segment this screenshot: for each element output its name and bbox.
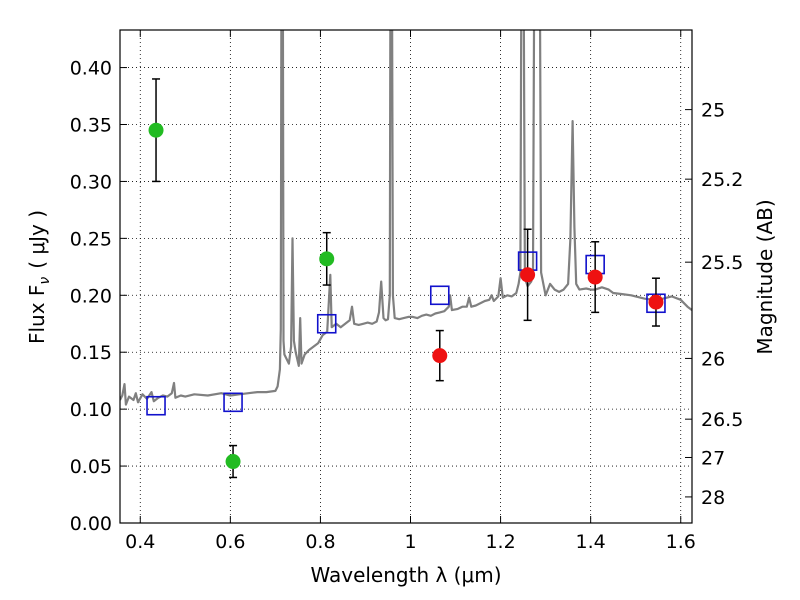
blue-square-point — [316, 313, 337, 334]
right-tick-label: 27 — [701, 447, 725, 469]
y-axis-label-unit: ( μJy ) — [25, 210, 49, 269]
red-point — [587, 269, 603, 285]
right-tick-label: 25 — [701, 100, 725, 122]
x-tick-label: 1.4 — [576, 531, 606, 553]
green-point — [148, 122, 164, 138]
right-tick-label: 25.5 — [701, 252, 743, 274]
blue-square-point — [146, 395, 166, 416]
blue-square-point — [429, 285, 450, 306]
x-axis-label: Wavelength λ (μm) — [310, 563, 501, 587]
x-tick-label: 1.2 — [485, 531, 515, 553]
plot-frame — [119, 29, 693, 524]
right-tick-label: 26.5 — [701, 409, 743, 431]
red-point — [432, 348, 448, 364]
model-spectrum-layer — [120, 30, 692, 406]
y-tick-label: 0.10 — [70, 399, 112, 421]
y-tick-label: 0.40 — [70, 58, 112, 80]
markers-layer — [146, 78, 666, 479]
y-axis-label: Flux F — [25, 285, 49, 344]
red-point — [520, 267, 536, 283]
x-tick-label: 1 — [404, 531, 416, 553]
red-point — [648, 294, 664, 310]
right-tick-label: 26 — [701, 348, 725, 370]
right-tick-label: 28 — [701, 487, 725, 509]
green-point — [225, 454, 241, 470]
y-tick-label: 0.25 — [70, 228, 112, 250]
y-tick-label: 0.00 — [70, 513, 112, 535]
right-axis-label: Magnitude (AB) — [753, 199, 777, 354]
x-tick-label: 0.4 — [125, 531, 155, 553]
y-axis-label-group: Flux Fν ( μJy ) — [25, 210, 53, 344]
x-tick-label: 1.6 — [666, 531, 696, 553]
x-tick-label: 0.8 — [305, 531, 335, 553]
green-point — [319, 251, 335, 267]
y-tick-label: 0.35 — [70, 115, 112, 137]
y-axis-label-sub: ν — [37, 277, 53, 285]
right-tick-label: 25.2 — [701, 169, 743, 191]
ticks — [120, 30, 692, 524]
y-tick-label: 0.05 — [70, 456, 112, 478]
x-tick-label: 0.6 — [215, 531, 245, 553]
y-tick-label: 0.20 — [70, 285, 112, 307]
model-spectrum-line — [120, 30, 692, 406]
tick-labels: 0.4 0.6 0.8 1 1.2 1.4 1.6 0.00 0.05 0.10 0.15 0.20 0… — [70, 58, 744, 553]
grid — [120, 30, 692, 524]
y-tick-label: 0.30 — [70, 171, 112, 193]
blue-square-point — [223, 392, 243, 413]
y-tick-label: 0.15 — [70, 342, 112, 364]
svg-text:Flux Fν( μJy ): Flux Fν ( μJy ) — [25, 210, 53, 344]
